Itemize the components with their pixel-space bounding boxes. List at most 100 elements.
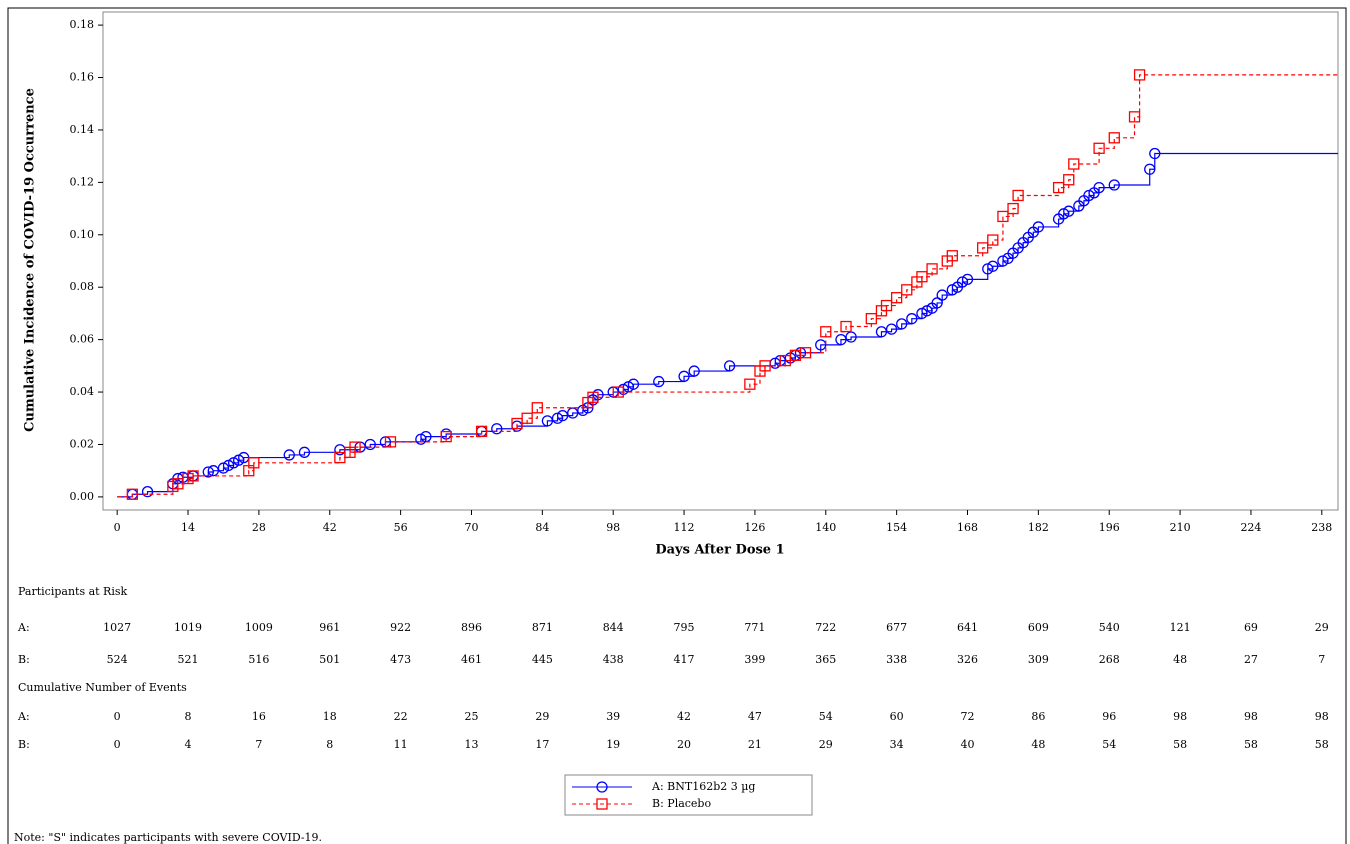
cell: 309	[1028, 653, 1049, 666]
cell: 365	[815, 653, 836, 666]
marker	[1012, 189, 1024, 202]
cell: 96	[1102, 710, 1116, 723]
marker	[1007, 202, 1019, 215]
marker	[875, 326, 888, 338]
marker	[723, 360, 736, 372]
cell: 27	[1244, 653, 1258, 666]
x-tick-label: 70	[464, 521, 478, 534]
marker	[1128, 111, 1141, 123]
x-tick-label: 126	[744, 521, 765, 534]
cell: 16	[252, 710, 266, 723]
x-tick-label: 56	[394, 521, 408, 534]
legend-marker	[596, 798, 608, 810]
y-tick-label: 0.02	[70, 437, 95, 450]
cell: 98	[1244, 710, 1258, 723]
plot-area	[102, 11, 1339, 511]
cell: 48	[1031, 738, 1045, 751]
marker	[1108, 132, 1120, 144]
x-tick-label: 140	[815, 521, 836, 534]
cell: 771	[744, 621, 765, 634]
marker	[420, 430, 432, 443]
marker	[987, 260, 999, 272]
marker	[799, 347, 812, 359]
legend-label: B: Placebo	[652, 797, 711, 810]
cell: 29	[535, 710, 549, 723]
row-label: B:	[18, 738, 30, 751]
cell: 445	[532, 653, 553, 666]
marker	[896, 318, 908, 330]
x-tick-label: 0	[114, 521, 121, 534]
marker	[1144, 163, 1156, 175]
cell: 21	[748, 738, 762, 751]
marker	[987, 234, 999, 246]
cell: 8	[326, 738, 333, 751]
marker	[880, 299, 893, 312]
cell: 11	[394, 738, 408, 751]
cell: 19	[606, 738, 620, 751]
x-tick-label: 196	[1099, 521, 1120, 534]
marker	[1108, 179, 1120, 191]
cell: 7	[255, 738, 262, 751]
table-title: Participants at Risk	[18, 585, 128, 598]
marker	[187, 470, 199, 482]
marker	[627, 378, 640, 390]
legend-label: A: BNT162b2 3 µg	[651, 780, 755, 793]
note: Note: "S" indicates participants with se…	[14, 831, 322, 844]
cell: 609	[1028, 621, 1049, 634]
y-tick-label: 0.12	[70, 175, 95, 188]
marker	[440, 430, 452, 443]
cell: 399	[744, 653, 765, 666]
marker	[946, 250, 958, 262]
marker	[1068, 158, 1080, 170]
marker	[901, 284, 913, 296]
marker	[349, 441, 361, 453]
cell: 17	[535, 738, 549, 751]
cell: 641	[957, 621, 978, 634]
x-tick-label: 168	[957, 521, 978, 534]
cell: 48	[1173, 653, 1187, 666]
cell: 58	[1315, 738, 1329, 751]
cell: 722	[815, 621, 836, 634]
cell: 516	[248, 653, 269, 666]
y-tick-label: 0.14	[70, 123, 95, 136]
y-tick-label: 0.10	[70, 228, 95, 241]
cell: 521	[178, 653, 199, 666]
marker	[653, 375, 665, 388]
cell: 1027	[103, 621, 131, 634]
cell: 42	[677, 710, 691, 723]
x-tick-label: 182	[1028, 521, 1049, 534]
x-axis-label: Days After Dose 1	[655, 543, 784, 558]
cell: 58	[1244, 738, 1258, 751]
marker	[1063, 174, 1075, 186]
x-tick-label: 238	[1311, 521, 1332, 534]
cell: 338	[886, 653, 907, 666]
marker	[1093, 142, 1105, 154]
marker	[688, 365, 700, 377]
cell: 473	[390, 653, 411, 666]
cell: 461	[461, 653, 482, 666]
marker	[820, 326, 832, 338]
cell: 0	[114, 710, 121, 723]
marker	[815, 339, 827, 351]
marker	[141, 486, 154, 498]
marker	[885, 323, 898, 335]
cell: 417	[674, 653, 695, 666]
cell: 18	[323, 710, 337, 723]
marker	[916, 271, 928, 283]
marker	[678, 370, 690, 382]
marker	[248, 457, 260, 469]
marker	[202, 466, 214, 478]
cell: 121	[1170, 621, 1191, 634]
marker	[587, 391, 599, 403]
x-tick-label: 14	[181, 521, 195, 534]
y-tick-label: 0.16	[70, 71, 95, 84]
x-tick-label: 154	[886, 521, 907, 534]
marker	[931, 297, 943, 309]
marker	[936, 289, 948, 301]
x-tick-label: 84	[535, 521, 549, 534]
cell: 961	[319, 621, 340, 634]
y-axis-label: Cumulative Incidence of COVID-19 Occurre…	[23, 88, 38, 432]
cell: 844	[603, 621, 624, 634]
cell: 871	[532, 621, 553, 634]
